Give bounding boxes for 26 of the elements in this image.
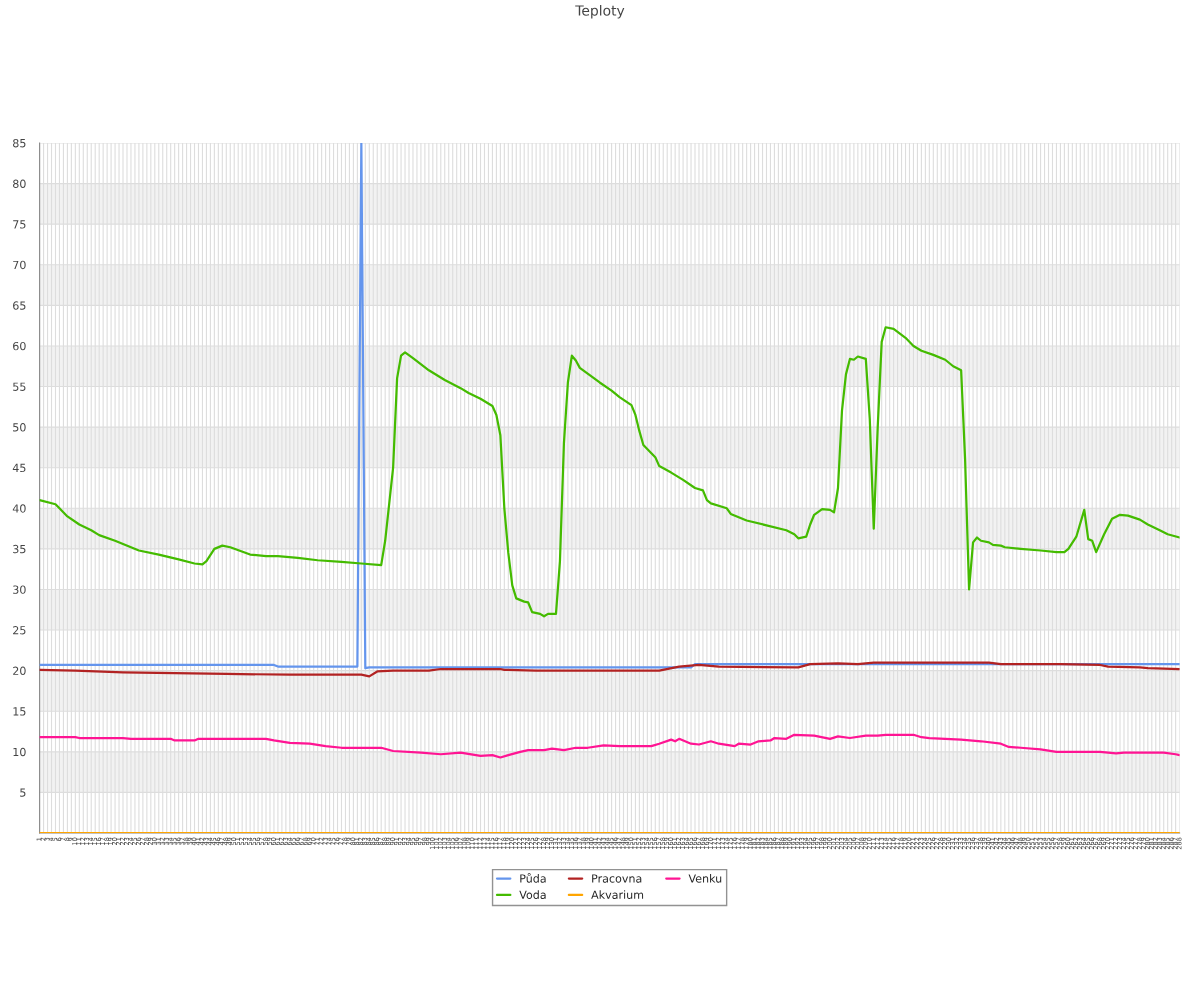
y-tick-label: 60: [13, 341, 26, 351]
line-series: [39, 733, 1180, 759]
y-tick-label: 5: [20, 788, 26, 797]
y-tick-label: 15: [13, 707, 26, 716]
y-tick-label: 50: [13, 423, 26, 432]
legend-label: Akvarium: [591, 890, 644, 899]
y-tick-label: 25: [13, 626, 26, 635]
legend-label: Pracovna: [592, 874, 642, 883]
y-tick-label: 20: [13, 666, 26, 676]
y-tick-label: 45: [12, 463, 26, 473]
y-tick-label: 70: [13, 260, 26, 270]
y-tick-label: 85: [13, 138, 26, 148]
y-tick-label: 30: [13, 585, 26, 594]
legend-label: Voda: [519, 890, 546, 899]
y-tick-label: 75: [13, 220, 26, 229]
y-tick-label: 10: [13, 747, 26, 757]
legend-label: Venku: [688, 874, 722, 883]
y-tick-label: 35: [13, 544, 26, 554]
legend-label: Půda: [520, 873, 546, 883]
y-tick-label: 80: [13, 179, 26, 188]
y-tick-label: 65: [13, 301, 26, 310]
y-tick-label: 55: [13, 382, 26, 391]
line-series: [39, 661, 1180, 678]
chart-title: Teploty: [575, 5, 625, 19]
y-tick-label: 40: [12, 504, 26, 513]
line-series: [39, 326, 1180, 618]
